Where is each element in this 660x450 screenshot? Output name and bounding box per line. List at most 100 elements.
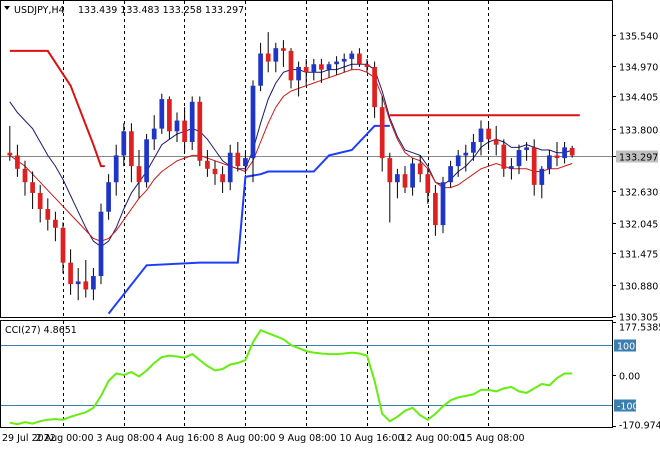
cci-level-tag <box>614 339 636 352</box>
price-tick-label: 131.475 <box>619 250 658 261</box>
current-price-tag <box>616 150 658 163</box>
cci-tick-label: 177.5385 <box>619 323 660 334</box>
candle-body <box>341 58 347 62</box>
candle-body <box>159 99 165 129</box>
price-tick-label: 134.405 <box>619 93 658 104</box>
candle-body <box>212 168 218 175</box>
candle-body <box>189 101 195 143</box>
candle-body <box>410 163 415 188</box>
price-tick-label: 135.540 <box>619 32 658 43</box>
candle-body <box>30 182 35 193</box>
time-tick-label: 8 Aug 00:00 <box>218 433 276 444</box>
candle-body <box>493 139 499 145</box>
symbol-label: USDJPY,H4 <box>14 5 65 16</box>
candle-body <box>98 211 104 277</box>
cci-level-tag <box>614 399 636 412</box>
candle-body <box>167 99 172 132</box>
dropdown-triangle-icon[interactable] <box>4 6 10 10</box>
candle-body <box>326 64 332 70</box>
candle-body <box>281 48 286 51</box>
cci-line <box>9 328 573 426</box>
time-tick-label: 15 Aug 08:00 <box>461 433 525 444</box>
candle-body <box>364 64 370 67</box>
candle-body <box>91 276 96 290</box>
candle-body <box>265 53 271 62</box>
candle-body <box>250 85 256 159</box>
candle-body <box>144 139 149 183</box>
candles <box>7 32 575 301</box>
time-tick-label: 3 Aug 08:00 <box>97 433 155 444</box>
candle-body <box>60 227 66 263</box>
candle-body <box>379 107 385 159</box>
time-tick-label: 4 Aug 16:00 <box>157 433 215 444</box>
candle-body <box>311 64 317 73</box>
candle-body <box>402 174 408 188</box>
candle-body <box>151 128 157 140</box>
candle-body <box>516 150 522 167</box>
candle-body <box>471 142 476 153</box>
ma-slow-line <box>9 69 573 242</box>
candle-body <box>524 147 529 151</box>
candle-body <box>7 152 13 156</box>
candle-body <box>22 168 28 183</box>
candle-body <box>539 168 545 185</box>
candle-body <box>182 120 187 143</box>
price-tick-label: 132.045 <box>619 220 658 231</box>
cci-pane[interactable] <box>0 320 613 428</box>
stop-line-blue <box>107 124 390 315</box>
cci-tick-label: -170.9744 <box>619 421 660 432</box>
time-tick-label: 2 Aug 00:00 <box>36 433 94 444</box>
cci-axis: 177.5385 100 0.00 -100 -170.9744 <box>612 322 660 432</box>
candle-body <box>68 262 73 285</box>
candle-body <box>387 158 393 183</box>
candle-body <box>463 152 469 156</box>
candle-body <box>235 152 241 167</box>
stop-lines <box>9 49 580 315</box>
candle-body <box>455 155 461 167</box>
candle-body <box>15 155 20 169</box>
candle-body <box>113 155 119 183</box>
price-tick-label: 134.970 <box>619 63 658 74</box>
candle-body <box>319 64 324 70</box>
cci-value-line <box>9 328 573 426</box>
candle-body <box>562 147 567 159</box>
symbol-header: USDJPY,H4 133.439 133.483 133.258 133.29… <box>4 5 244 16</box>
price-tick-label: 132.630 <box>619 188 658 199</box>
cci-levels <box>1 345 612 406</box>
candle-body <box>357 53 362 65</box>
candle-body <box>395 174 400 183</box>
candle-body <box>334 61 339 65</box>
candle-body <box>53 219 58 228</box>
candle-body <box>440 182 446 226</box>
cci-level-label: 100 <box>617 342 635 353</box>
candle-body <box>501 144 507 169</box>
candle-body <box>243 158 248 167</box>
candle-body <box>106 182 111 212</box>
candle-body <box>37 192 43 210</box>
candle-body <box>129 131 134 167</box>
candle-body <box>136 166 142 183</box>
candle-body <box>197 101 203 161</box>
candle-body <box>121 131 127 156</box>
candle-body <box>205 160 210 169</box>
candle-body <box>486 128 491 140</box>
candle-body <box>349 53 355 59</box>
candle-body <box>372 66 377 108</box>
candle-body <box>220 174 225 183</box>
candle-body <box>83 281 89 290</box>
price-axis: 135.540 134.970 134.405 133.800 133.297 132.6… <box>612 32 658 324</box>
cci-title: CCI(27) 4.8651 <box>5 325 77 336</box>
candle-body <box>296 66 301 81</box>
candle-body <box>509 166 514 169</box>
candle-body <box>417 163 423 175</box>
cci-level-label: -100 <box>617 402 639 413</box>
candle-body <box>258 53 263 86</box>
price-tick-label: 133.297 <box>619 153 658 164</box>
time-tick-label: 12 Aug 00:00 <box>401 433 465 444</box>
candle-body <box>288 50 294 81</box>
price-tick-label: 133.800 <box>619 126 658 137</box>
candle-body <box>75 281 81 285</box>
candle-body <box>227 152 233 183</box>
